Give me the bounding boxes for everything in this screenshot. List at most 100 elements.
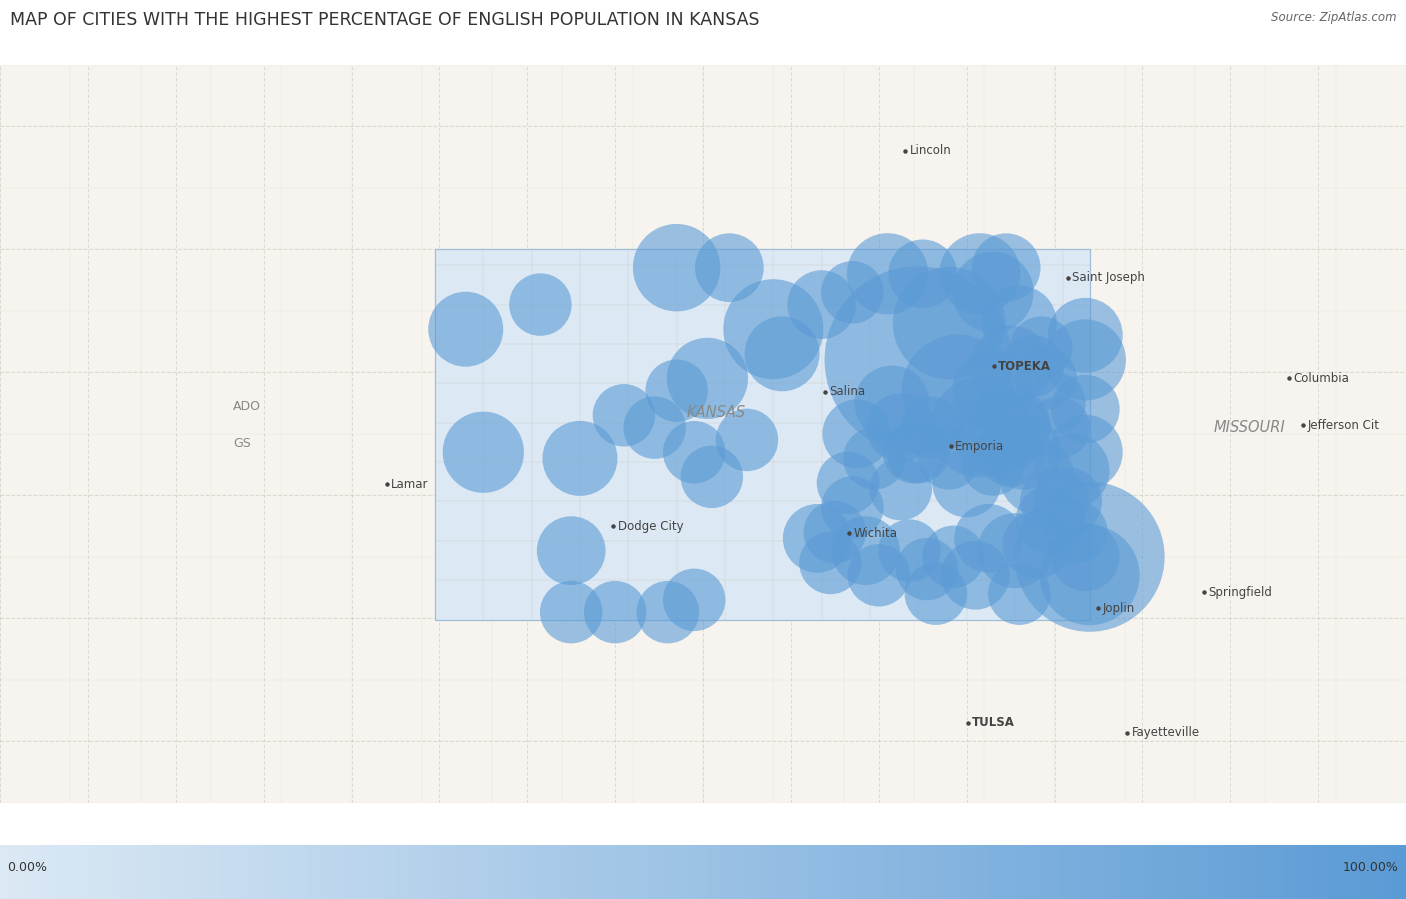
Text: TULSA: TULSA [972, 717, 1015, 729]
Point [946, 384, 969, 398]
Point [735, 432, 758, 447]
Point [1008, 421, 1031, 435]
Point [560, 605, 582, 619]
Point [1004, 544, 1026, 558]
Point [876, 267, 898, 281]
Point [806, 531, 828, 546]
Point [644, 421, 666, 435]
Point [890, 482, 912, 496]
Point [605, 605, 627, 619]
Text: KANSAS: KANSAS [686, 405, 745, 421]
Point [657, 605, 679, 619]
Point [1035, 371, 1057, 386]
Point [560, 544, 582, 558]
Point [956, 476, 979, 490]
Point [700, 469, 723, 484]
Point [1074, 328, 1097, 343]
Point [855, 544, 877, 558]
Text: Wichita: Wichita [853, 527, 897, 540]
Point [824, 525, 846, 539]
Point [921, 421, 943, 435]
Text: Jefferson Cit: Jefferson Cit [1308, 419, 1379, 432]
Point [1031, 341, 1053, 355]
Point [903, 445, 925, 459]
Text: Emporia: Emporia [955, 440, 1004, 452]
Point [1008, 586, 1031, 601]
Text: GS: GS [233, 437, 250, 450]
Point [890, 421, 912, 435]
Point [915, 562, 938, 576]
Point [907, 352, 929, 367]
Point [1000, 421, 1022, 435]
Point [977, 531, 1000, 546]
Text: Columbia: Columbia [1294, 372, 1350, 385]
Point [938, 316, 960, 330]
Point [1039, 512, 1062, 527]
Point [1074, 402, 1097, 416]
Point [762, 322, 785, 336]
Point [1074, 352, 1097, 367]
Text: MAP OF CITIES WITH THE HIGHEST PERCENTAGE OF ENGLISH POPULATION IN KANSAS: MAP OF CITIES WITH THE HIGHEST PERCENTAG… [10, 11, 759, 29]
Point [1008, 316, 1031, 330]
Point [1074, 445, 1097, 459]
Point [1012, 445, 1035, 459]
Point [969, 267, 991, 281]
Point [1066, 525, 1088, 539]
Text: Lincoln: Lincoln [910, 145, 952, 157]
Point [938, 451, 960, 466]
Point [683, 592, 706, 607]
Point [454, 322, 477, 336]
Text: 100.00%: 100.00% [1343, 861, 1399, 874]
Point [1078, 549, 1101, 564]
Text: Fayetteville: Fayetteville [1132, 726, 1199, 739]
Point [1056, 494, 1078, 509]
Point [995, 261, 1018, 275]
Point [1043, 494, 1066, 509]
Point [907, 445, 929, 459]
Text: MISSOURI: MISSOURI [1213, 420, 1285, 435]
Point [810, 298, 832, 312]
Point [841, 501, 863, 515]
Point [1025, 538, 1047, 552]
Point [969, 421, 991, 435]
Point [981, 285, 1004, 299]
Point [1062, 464, 1084, 478]
Point [981, 384, 1004, 398]
Point [981, 458, 1004, 472]
Text: Dodge City: Dodge City [617, 520, 683, 532]
Point [1025, 469, 1047, 484]
Point [472, 445, 495, 459]
Point [1043, 396, 1066, 410]
Point [820, 556, 842, 570]
Point [911, 267, 934, 281]
Point [613, 408, 636, 423]
Text: TOPEKA: TOPEKA [998, 360, 1052, 372]
Point [770, 347, 793, 361]
Point [986, 426, 1008, 441]
Point [841, 285, 863, 299]
Point [925, 586, 948, 601]
Point [1074, 549, 1097, 564]
Point [965, 568, 987, 583]
Text: Joplin: Joplin [1102, 602, 1135, 615]
Point [665, 261, 688, 275]
Text: Springfield: Springfield [1208, 586, 1272, 599]
Point [1047, 421, 1070, 435]
Text: Lamar: Lamar [391, 477, 429, 491]
Point [868, 568, 890, 583]
Text: Saint Joseph: Saint Joseph [1073, 271, 1144, 284]
Point [942, 549, 965, 564]
Text: 0.00%: 0.00% [7, 861, 46, 874]
Point [837, 476, 859, 490]
Point [683, 445, 706, 459]
Point [898, 544, 921, 558]
Point [1021, 359, 1043, 373]
Point [880, 396, 903, 410]
Point [665, 384, 688, 398]
Bar [434, 249, 1090, 619]
Point [845, 426, 868, 441]
Point [1000, 359, 1022, 373]
Text: Salina: Salina [830, 386, 866, 398]
Point [1078, 568, 1101, 583]
Point [718, 261, 741, 275]
